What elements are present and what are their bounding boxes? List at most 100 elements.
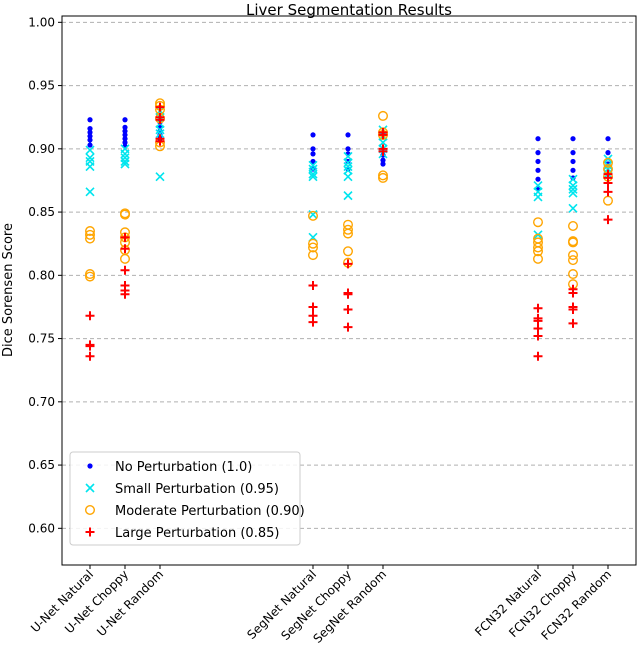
point-no-perturbation — [535, 158, 541, 165]
point-large-perturbation — [343, 259, 353, 269]
point-large-perturbation — [155, 115, 165, 125]
point-no-perturbation — [122, 136, 128, 142]
point-no-perturbation — [122, 128, 128, 134]
point-no-perturbation — [345, 158, 351, 165]
point-large-perturbation — [568, 304, 578, 314]
point-large-perturbation — [533, 316, 543, 326]
point-small-perturbation — [343, 191, 353, 201]
point-large-perturbation — [308, 317, 318, 327]
point-large-perturbation — [120, 232, 130, 242]
point-large-perturbation — [568, 288, 578, 298]
y-tick-label: 1.00 — [28, 15, 55, 29]
y-tick-label: 0.80 — [28, 268, 55, 282]
point-no-perturbation — [570, 158, 576, 165]
point-large-perturbation — [85, 341, 95, 351]
point-moderate-perturbation — [84, 505, 95, 516]
point-no-perturbation — [380, 161, 386, 167]
point-no-perturbation — [122, 124, 128, 130]
point-small-perturbation — [120, 156, 130, 167]
point-moderate-perturbation — [343, 246, 354, 257]
point-large-perturbation — [155, 102, 165, 112]
point-moderate-perturbation — [603, 157, 614, 168]
point-small-perturbation — [85, 161, 95, 172]
y-tick-label: 0.85 — [28, 205, 55, 219]
y-tick-label: 0.90 — [28, 142, 55, 156]
point-small-perturbation — [85, 483, 95, 493]
point-moderate-perturbation — [603, 195, 614, 206]
point-no-perturbation — [570, 175, 576, 181]
point-no-perturbation — [122, 117, 128, 123]
point-no-perturbation — [535, 136, 541, 142]
point-small-perturbation — [120, 149, 130, 159]
point-small-perturbation — [155, 125, 165, 135]
point-no-perturbation — [310, 132, 316, 138]
point-moderate-perturbation — [308, 238, 319, 249]
point-small-perturbation — [568, 180, 578, 191]
point-small-perturbation — [568, 188, 578, 198]
y-tick-label: 0.75 — [28, 332, 55, 346]
point-small-perturbation — [343, 172, 353, 182]
point-moderate-perturbation — [308, 210, 319, 221]
point-moderate-perturbation — [119, 209, 130, 220]
point-moderate-perturbation — [378, 172, 389, 183]
point-large-perturbation — [533, 331, 543, 341]
legend-label: Moderate Perturbation (0.90) — [115, 504, 305, 519]
legend-box — [69, 451, 301, 546]
plot-frame — [61, 15, 637, 566]
point-small-perturbation — [120, 159, 130, 169]
point-small-perturbation — [308, 160, 318, 170]
point-no-perturbation — [535, 150, 541, 156]
point-moderate-perturbation — [568, 220, 579, 231]
point-no-perturbation — [310, 158, 316, 165]
point-small-perturbation — [155, 172, 165, 182]
y-tick-label: 0.65 — [28, 458, 55, 472]
point-no-perturbation — [87, 133, 93, 139]
point-no-perturbation — [380, 157, 386, 163]
point-moderate-perturbation — [568, 269, 579, 280]
y-tick-label: 0.60 — [28, 521, 55, 535]
point-moderate-perturbation — [84, 229, 95, 240]
point-large-perturbation — [308, 280, 318, 290]
y-tick-label: 0.95 — [28, 79, 55, 93]
point-large-perturbation — [85, 311, 95, 321]
legend-label: Large Perturbation (0.85) — [115, 526, 279, 541]
point-large-perturbation — [533, 351, 543, 361]
point-no-perturbation — [310, 146, 316, 152]
point-small-perturbation — [85, 153, 95, 163]
point-large-perturbation — [343, 322, 353, 332]
point-large-perturbation — [343, 304, 353, 314]
point-moderate-perturbation — [568, 255, 579, 266]
point-no-perturbation — [122, 132, 128, 138]
point-small-perturbation — [85, 145, 95, 155]
point-no-perturbation — [605, 150, 611, 156]
point-small-perturbation — [568, 203, 578, 213]
point-moderate-perturbation — [343, 228, 354, 239]
point-large-perturbation — [603, 187, 613, 197]
point-small-perturbation — [343, 161, 353, 172]
point-large-perturbation — [120, 289, 130, 299]
point-large-perturbation — [603, 215, 613, 225]
point-large-perturbation — [120, 244, 130, 254]
point-no-perturbation — [535, 176, 541, 182]
point-large-perturbation — [378, 146, 388, 156]
point-no-perturbation — [605, 136, 611, 142]
point-no-perturbation — [570, 167, 576, 173]
legend: No Perturbation (1.0) Small Perturbation … — [69, 451, 305, 546]
point-small-perturbation — [308, 172, 318, 182]
point-moderate-perturbation — [119, 253, 130, 264]
point-no-perturbation — [87, 137, 93, 143]
point-moderate-perturbation — [568, 250, 579, 261]
point-small-perturbation — [155, 129, 165, 139]
point-moderate-perturbation — [308, 250, 319, 261]
point-small-perturbation — [343, 158, 353, 168]
point-moderate-perturbation — [378, 110, 389, 121]
point-no-perturbation — [87, 463, 93, 469]
point-no-perturbation — [87, 142, 93, 148]
point-large-perturbation — [155, 136, 165, 146]
point-moderate-perturbation — [84, 271, 95, 282]
point-moderate-perturbation — [533, 217, 544, 228]
point-no-perturbation — [570, 136, 576, 142]
y-tick-label: 0.70 — [28, 395, 55, 409]
point-no-perturbation — [345, 132, 351, 138]
